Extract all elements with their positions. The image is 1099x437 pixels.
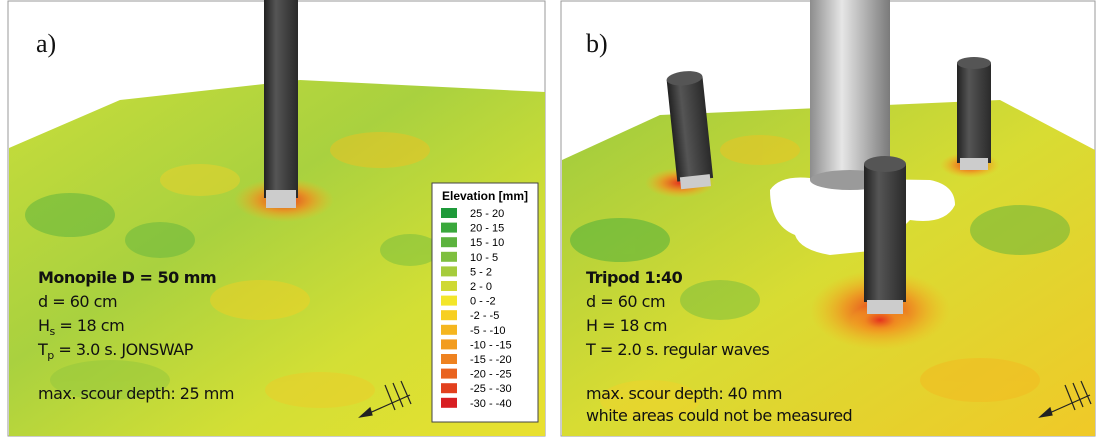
legend-swatch xyxy=(441,310,457,320)
annotation-line: H = 18 cm xyxy=(586,316,667,335)
annotation-text: = 18 cm xyxy=(55,316,124,335)
legend-label: -2 - -5 xyxy=(470,310,499,322)
figure: a) b) xyxy=(0,0,1099,437)
legend-swatch xyxy=(441,325,457,335)
panel-b: b) xyxy=(561,0,1095,436)
panel-label: b) xyxy=(586,29,608,58)
legend-swatch xyxy=(441,237,457,247)
legend-swatch xyxy=(441,252,457,262)
legend-swatch xyxy=(441,223,457,233)
legend-label: -30 - -40 xyxy=(470,398,512,410)
legend-label: -25 - -30 xyxy=(470,383,512,395)
legend-swatch xyxy=(441,281,457,291)
annotation-line: white areas could not be measured xyxy=(586,406,852,425)
legend-label: -5 - -10 xyxy=(470,325,505,337)
tripod-leg xyxy=(864,156,906,314)
legend-label: 15 - 10 xyxy=(470,237,504,249)
legend-swatch xyxy=(441,339,457,349)
tripod-leg xyxy=(957,57,991,170)
legend-label: 2 - 0 xyxy=(470,281,492,293)
central-column xyxy=(810,0,890,180)
legend-swatch xyxy=(441,296,457,306)
legend-swatch xyxy=(441,354,457,364)
legend-swatch xyxy=(441,208,457,218)
legend: Elevation [mm] 25 - 20 20 - 15 15 - 10 10 -… xyxy=(432,183,538,422)
legend-label: 5 - 2 xyxy=(470,266,492,278)
annotation-line: d = 60 cm xyxy=(586,292,665,311)
legend-label: 20 - 15 xyxy=(470,223,504,235)
panel-label: a) xyxy=(36,29,56,58)
monopile xyxy=(264,0,298,198)
legend-swatch xyxy=(441,369,457,379)
legend-label: -20 - -25 xyxy=(470,369,512,381)
annotation-line: Monopile D = 50 mm xyxy=(38,268,216,287)
annotation-line: T = 2.0 s. regular waves xyxy=(585,340,769,359)
monopile-base xyxy=(266,190,296,208)
annotation-line: Tripod 1:40 xyxy=(586,268,683,287)
legend-label: -15 - -20 xyxy=(470,354,512,366)
annotation-line: Tp = 3.0 s. JONSWAP xyxy=(37,340,194,362)
symbol: H xyxy=(38,316,50,335)
annotation-line: max. scour depth: 40 mm xyxy=(586,384,782,403)
legend-label: 0 - -2 xyxy=(470,296,496,308)
annotation-line: max. scour depth: 25 mm xyxy=(38,384,234,403)
annotation-line: d = 60 cm xyxy=(38,292,117,311)
legend-label: 10 - 5 xyxy=(470,252,498,264)
legend-label: -10 - -15 xyxy=(470,339,512,351)
legend-swatch xyxy=(441,398,457,408)
legend-swatch xyxy=(441,266,457,276)
annotation-text: = 3.0 s. JONSWAP xyxy=(54,340,194,359)
legend-label: 25 - 20 xyxy=(470,208,504,220)
legend-title: Elevation [mm] xyxy=(442,189,528,203)
legend-swatch xyxy=(441,383,457,393)
